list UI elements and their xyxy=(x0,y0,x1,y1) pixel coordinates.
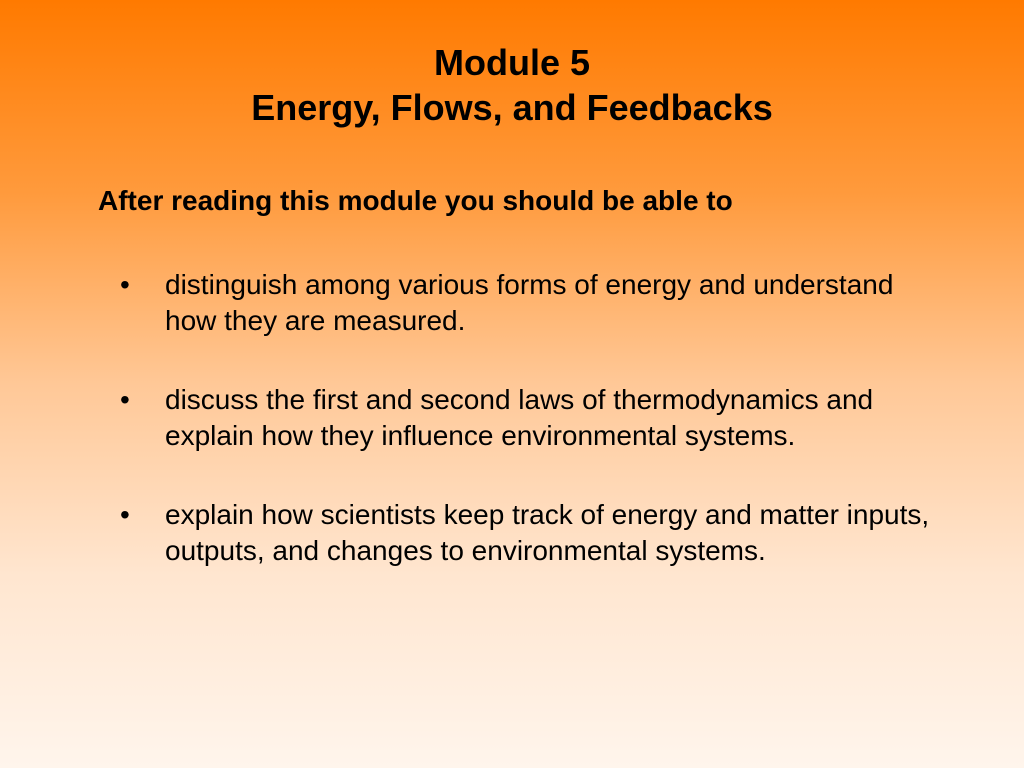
list-item: explain how scientists keep track of ene… xyxy=(120,497,934,570)
list-item: discuss the first and second laws of the… xyxy=(120,382,934,455)
slide-subtitle: After reading this module you should be … xyxy=(90,185,934,217)
slide: Module 5 Energy, Flows, and Feedbacks Af… xyxy=(0,0,1024,768)
list-item: distinguish among various forms of energ… xyxy=(120,267,934,340)
title-line-1: Module 5 xyxy=(90,40,934,85)
bullet-list: distinguish among various forms of energ… xyxy=(90,267,934,569)
title-line-2: Energy, Flows, and Feedbacks xyxy=(90,85,934,130)
slide-title: Module 5 Energy, Flows, and Feedbacks xyxy=(90,40,934,130)
